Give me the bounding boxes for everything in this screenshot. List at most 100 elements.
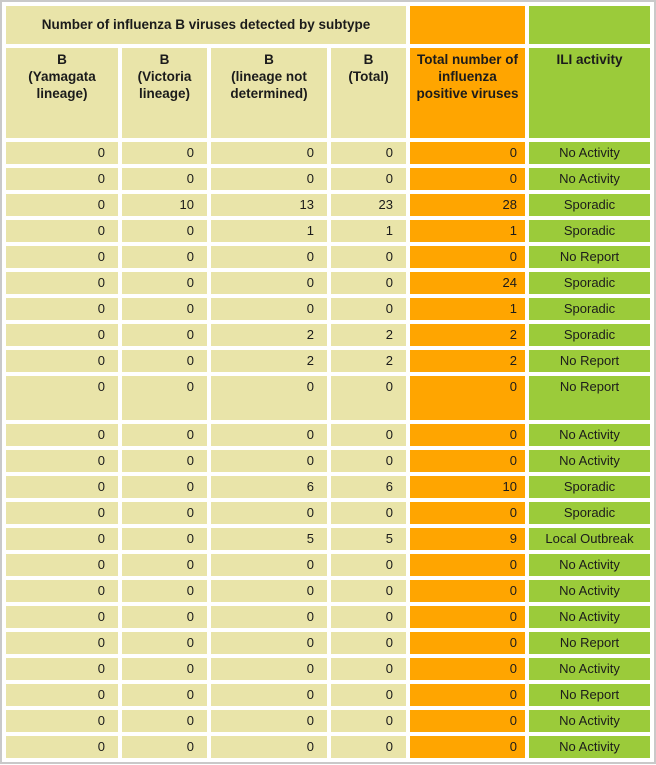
cell-total-positive: 0 [410,736,526,758]
cell-ili-activity: No Report [529,246,651,268]
cell-b-undetermined: 6 [211,476,327,498]
cell-total-positive: 0 [410,554,526,576]
cell-b-undetermined: 0 [211,142,327,164]
table-header: Number of influenza B viruses detected b… [6,6,651,138]
cell-b-victoria: 0 [122,580,207,602]
cell-total-positive: 1 [410,220,526,242]
cell-b-yamagata: 0 [6,350,118,372]
cell-b-yamagata: 0 [6,272,118,294]
cell-b-undetermined: 0 [211,298,327,320]
table-row: 0 0 0 0 0 No Activity [6,142,651,164]
column-header-ili-activity: ILI activity [529,48,651,138]
cell-b-yamagata: 0 [6,168,118,190]
cell-b-victoria: 0 [122,528,207,550]
cell-b-victoria: 0 [122,632,207,654]
column-header-b-undetermined: B (lineage not determined) [211,48,327,138]
cell-b-total: 0 [331,606,407,628]
cell-b-victoria: 0 [122,220,207,242]
cell-total-positive: 0 [410,580,526,602]
cell-b-total: 0 [331,580,407,602]
table-row: 0 0 2 2 2 Sporadic [6,324,651,346]
cell-ili-activity: No Activity [529,424,651,446]
cell-total-positive: 0 [410,168,526,190]
cell-total-positive: 24 [410,272,526,294]
table-body: 0 0 0 0 0 No Activity 0 0 0 0 0 No Activity 0 10 13 23 2… [6,142,651,758]
table-title: Number of influenza B viruses detected b… [6,6,407,44]
cell-total-positive: 9 [410,528,526,550]
cell-ili-activity: Sporadic [529,194,651,216]
cell-b-total: 0 [331,424,407,446]
table-row: 0 0 0 0 0 No Activity [6,580,651,602]
cell-total-positive: 1 [410,298,526,320]
cell-b-undetermined: 0 [211,502,327,524]
table-row: 0 0 0 0 0 No Activity [6,450,651,472]
cell-ili-activity: No Activity [529,658,651,680]
table-row: 0 0 0 0 1 Sporadic [6,298,651,320]
cell-b-undetermined: 0 [211,632,327,654]
column-header-b-yamagata: B (Yamagata lineage) [6,48,118,138]
cell-b-victoria: 0 [122,324,207,346]
column-header-b-victoria: B (Victoria lineage) [122,48,207,138]
cell-ili-activity: Sporadic [529,298,651,320]
table-row: 0 0 1 1 1 Sporadic [6,220,651,242]
cell-b-undetermined: 0 [211,554,327,576]
table-row: 0 0 5 5 9 Local Outbreak [6,528,651,550]
cell-total-positive: 0 [410,632,526,654]
cell-b-total: 2 [331,350,407,372]
cell-b-yamagata: 0 [6,424,118,446]
cell-b-total: 0 [331,142,407,164]
cell-total-positive: 0 [410,142,526,164]
table-row: 0 0 0 0 0 No Activity [6,658,651,680]
table-row: 0 0 0 0 0 No Activity [6,168,651,190]
column-header-total-positive: Total number of influenza positive virus… [410,48,526,138]
cell-ili-activity: No Activity [529,606,651,628]
cell-b-total: 0 [331,298,407,320]
cell-b-undetermined: 0 [211,658,327,680]
cell-b-undetermined: 0 [211,580,327,602]
cell-ili-activity: Sporadic [529,220,651,242]
cell-b-yamagata: 0 [6,246,118,268]
cell-b-undetermined: 0 [211,710,327,732]
cell-ili-activity: Sporadic [529,502,651,524]
cell-ili-activity: No Report [529,376,651,420]
cell-b-total: 5 [331,528,407,550]
cell-b-total: 0 [331,554,407,576]
cell-b-yamagata: 0 [6,194,118,216]
cell-total-positive: 0 [410,502,526,524]
cell-ili-activity: No Activity [529,142,651,164]
cell-b-total: 0 [331,168,407,190]
cell-b-total: 0 [331,658,407,680]
cell-b-yamagata: 0 [6,554,118,576]
cell-b-victoria: 0 [122,450,207,472]
cell-ili-activity: No Activity [529,710,651,732]
cell-total-positive: 0 [410,376,526,420]
cell-total-positive: 0 [410,424,526,446]
cell-b-undetermined: 0 [211,450,327,472]
cell-b-yamagata: 0 [6,220,118,242]
cell-b-victoria: 10 [122,194,207,216]
cell-b-yamagata: 0 [6,298,118,320]
cell-b-victoria: 0 [122,298,207,320]
cell-b-total: 0 [331,272,407,294]
spacer-cell-green [529,6,651,44]
cell-total-positive: 2 [410,350,526,372]
cell-b-total: 1 [331,220,407,242]
cell-b-victoria: 0 [122,502,207,524]
table-row: 0 0 0 0 0 No Activity [6,424,651,446]
table-row: 0 0 2 2 2 No Report [6,350,651,372]
cell-b-victoria: 0 [122,424,207,446]
table-row: 0 0 0 0 0 No Report [6,376,651,420]
cell-b-undetermined: 0 [211,168,327,190]
spacer-cell-orange [410,6,526,44]
cell-b-yamagata: 0 [6,684,118,706]
cell-b-total: 2 [331,324,407,346]
cell-b-total: 0 [331,246,407,268]
cell-b-victoria: 0 [122,658,207,680]
cell-b-yamagata: 0 [6,710,118,732]
cell-b-yamagata: 0 [6,502,118,524]
cell-b-total: 0 [331,502,407,524]
cell-b-total: 0 [331,450,407,472]
cell-total-positive: 28 [410,194,526,216]
